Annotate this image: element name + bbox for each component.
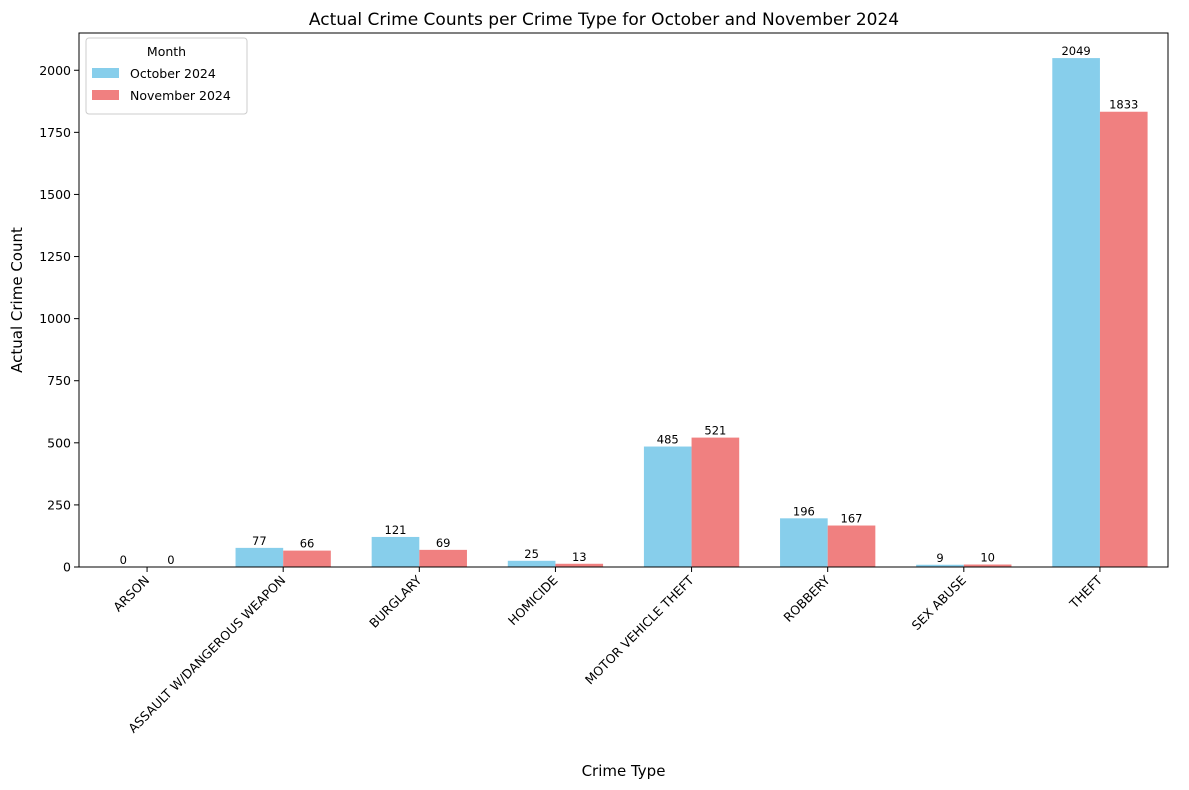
bar-october-1: [235, 547, 284, 567]
data-label-october-4: 485: [657, 433, 679, 447]
bar-october-5: [780, 518, 828, 567]
y-tick-label-8: 2000: [39, 63, 71, 78]
y-axis-label: Actual Crime Count: [8, 227, 26, 373]
x-tick-label-7: THEFT: [1066, 572, 1106, 612]
data-label-november-4: 521: [704, 424, 726, 438]
data-label-october-7: 2049: [1061, 44, 1090, 58]
bar-october-4: [643, 446, 692, 567]
bar-november-6: [963, 564, 1012, 567]
data-label-november-5: 167: [841, 512, 863, 526]
y-tick-label-4: 1000: [39, 311, 71, 326]
data-label-november-7: 1833: [1109, 98, 1138, 112]
data-label-october-2: 121: [385, 523, 407, 537]
y-tick-label-5: 1250: [39, 249, 71, 264]
x-tick-label-2: BURGLARY: [366, 572, 425, 631]
data-label-october-0: 0: [120, 553, 127, 567]
data-label-november-3: 13: [572, 550, 587, 564]
bars-group: [235, 58, 1148, 568]
x-tick-label-4: MOTOR VEHICLE THEFT: [582, 572, 697, 687]
y-tick-label-0: 0: [63, 560, 71, 575]
legend-swatch-0: [92, 68, 119, 78]
y-tick-label-6: 1500: [39, 187, 71, 202]
y-tick-label-2: 500: [47, 435, 71, 450]
legend-box: [85, 37, 248, 115]
y-tick-label-1: 250: [47, 497, 71, 512]
chart-title: Actual Crime Counts per Crime Type for O…: [309, 10, 899, 30]
x-tick-label-6: SEX ABUSE: [908, 572, 969, 633]
data-label-november-0: 0: [167, 553, 174, 567]
legend-swatch-1: [92, 90, 119, 100]
legend-label-1: November 2024: [130, 88, 231, 103]
legend: Month October 2024 November 2024: [85, 37, 248, 115]
data-label-november-6: 10: [980, 551, 995, 565]
data-label-november-2: 69: [436, 536, 451, 550]
bar-november-4: [691, 437, 740, 567]
data-label-october-1: 77: [252, 534, 267, 548]
x-tick-label-3: HOMICIDE: [505, 572, 561, 628]
bar-november-1: [283, 550, 331, 567]
legend-label-0: October 2024: [130, 66, 216, 81]
x-axis-label: Crime Type: [582, 762, 666, 780]
data-labels-group: 0 0 77 66 121 69 25 13 485 521 196 167 9 10 2049 1833: [120, 44, 1139, 567]
y-axis: 0 250 500 750 1000 1250 1500 1750 2000: [39, 63, 79, 575]
bar-october-2: [371, 536, 420, 567]
plot-frame: [78, 32, 1169, 568]
x-tick-label-5: ROBBERY: [780, 572, 833, 625]
y-tick-label-3: 750: [47, 373, 71, 388]
x-tick-label-1: ASSAULT W/DANGEROUS WEAPON: [125, 573, 288, 736]
data-label-october-5: 196: [793, 504, 815, 518]
data-label-october-3: 25: [524, 547, 539, 561]
bar-november-5: [827, 525, 876, 567]
bar-november-2: [419, 549, 467, 567]
bar-november-3: [555, 563, 604, 567]
bar-november-7: [1099, 111, 1148, 568]
legend-title: Month: [147, 44, 186, 59]
legend-items: October 2024 November 2024: [92, 66, 231, 103]
bar-october-7: [1052, 58, 1100, 568]
bar-october-6: [916, 564, 964, 567]
y-tick-label-7: 1750: [39, 125, 71, 140]
x-tick-label-0: ARSON: [110, 573, 152, 615]
data-label-october-6: 9: [936, 551, 943, 565]
data-label-november-1: 66: [300, 537, 315, 551]
bar-october-3: [507, 560, 556, 567]
